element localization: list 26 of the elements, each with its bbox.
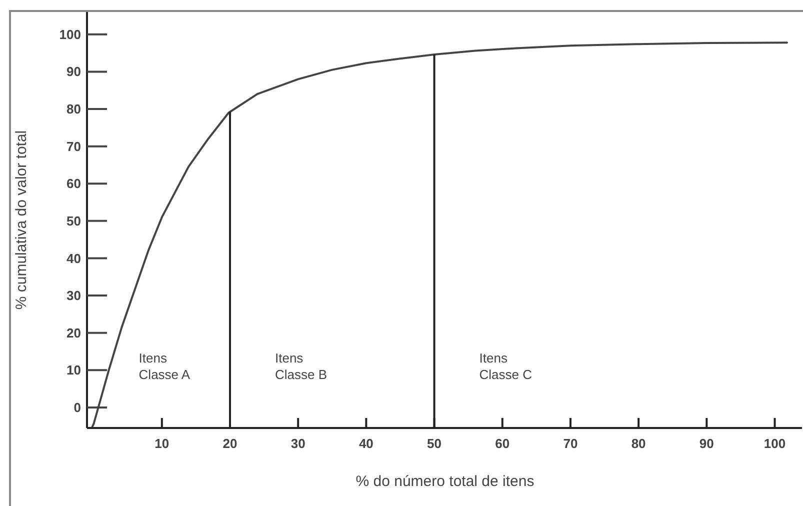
x-tick-label: 10: [154, 436, 170, 451]
y-tick-label: 90: [66, 64, 81, 80]
y-tick-label: 60: [66, 176, 81, 192]
y-tick-label: 80: [66, 102, 81, 117]
y-tick-label: 50: [66, 213, 81, 228]
x-tick-label: 70: [563, 436, 578, 451]
annotation: Itens Classe B: [275, 350, 328, 382]
x-tick-label: 100: [764, 436, 786, 451]
y-tick-label: 100: [59, 26, 81, 42]
annotation: Itens Classe A: [138, 350, 190, 382]
y-tick-label: 70: [66, 138, 81, 154]
y-tick-label: 30: [66, 288, 81, 304]
x-tick-label: 90: [699, 436, 714, 451]
y-axis-title: % cumulativa do valor total: [13, 130, 30, 310]
x-tick-label: 30: [290, 436, 306, 451]
x-tick-label: 50: [427, 436, 442, 451]
y-tick-label: 20: [66, 325, 81, 340]
y-tick-label: 40: [66, 250, 81, 266]
y-tick-label: 10: [66, 362, 81, 378]
x-tick-label: 80: [631, 436, 646, 451]
x-tick-label: 20: [222, 436, 238, 451]
x-tick-label: 60: [495, 436, 510, 451]
y-tick-label: 0: [74, 400, 81, 416]
annotation: Itens Classe C: [479, 350, 532, 382]
x-tick-label: 40: [358, 436, 374, 451]
x-axis-title: % do número total de itens: [356, 473, 534, 490]
